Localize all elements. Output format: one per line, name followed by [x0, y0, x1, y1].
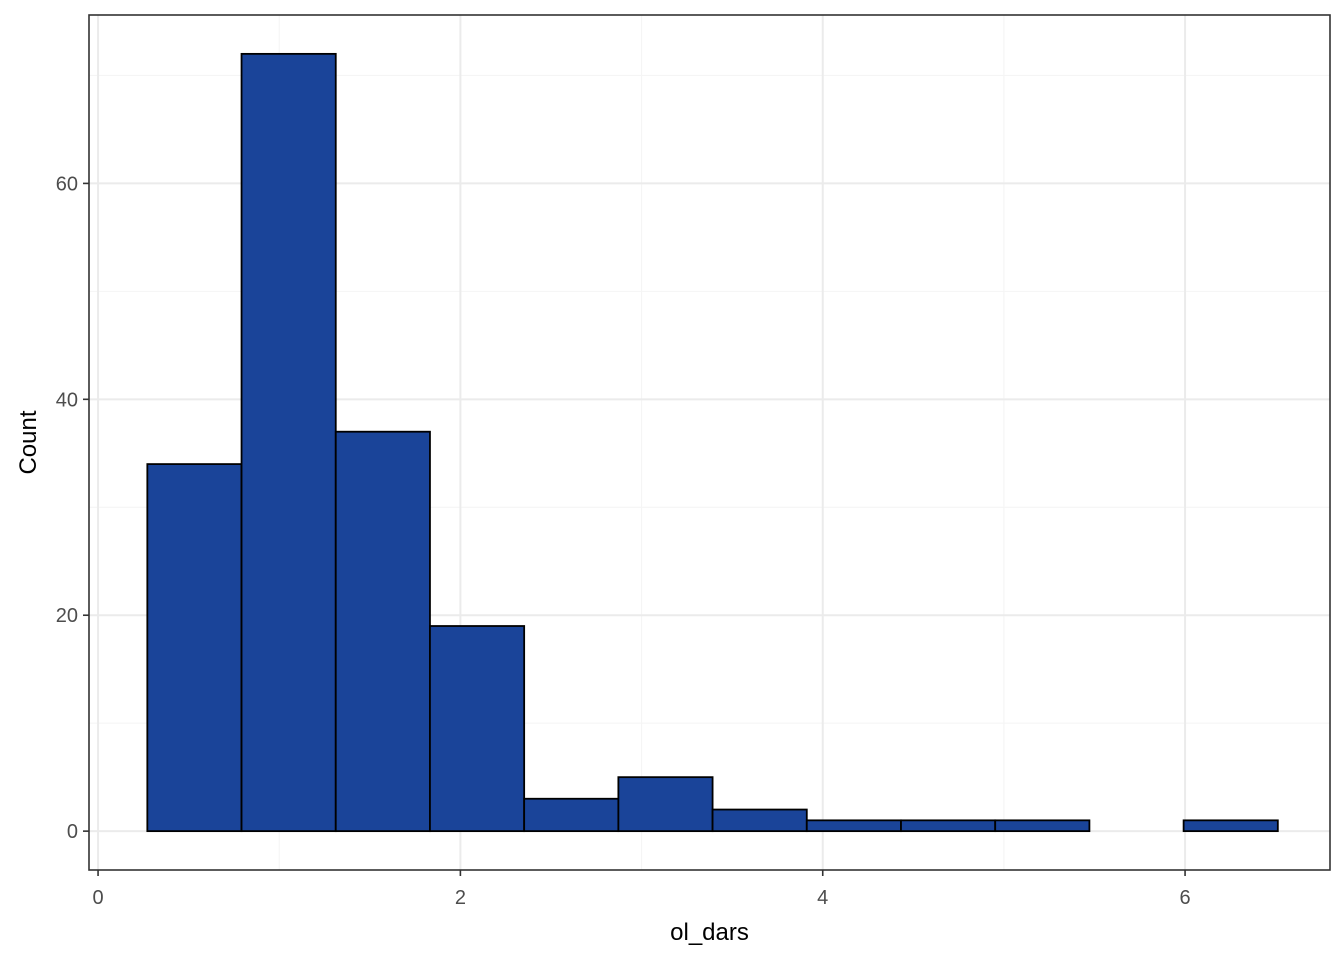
- x-tick-label: 2: [455, 887, 466, 909]
- histogram-bar-3: [334, 430, 431, 833]
- histogram-bar-4: [429, 625, 526, 833]
- y-tick-label: 20: [56, 605, 78, 627]
- histogram-bar-9: [900, 819, 997, 833]
- y-axis-title: Count: [15, 410, 42, 474]
- histogram-bar-10: [994, 819, 1091, 833]
- histogram-bar-1: [146, 463, 243, 833]
- y-tick-label: 0: [67, 821, 78, 843]
- x-axis: 0 2 4 6: [92, 870, 1191, 909]
- histogram-bars: [146, 52, 1279, 833]
- x-axis-title: ol_dars: [670, 919, 749, 946]
- histogram-bar-6: [617, 776, 714, 833]
- y-tick-label: 60: [56, 173, 78, 195]
- y-tick-label: 40: [56, 389, 78, 411]
- x-tick-label: 0: [92, 887, 103, 909]
- histogram-bar-12: [1182, 819, 1279, 833]
- histogram-bar-8: [805, 819, 902, 833]
- major-gridlines: [89, 15, 1330, 870]
- x-tick-label: 6: [1180, 887, 1191, 909]
- histogram-bar-5: [523, 797, 620, 833]
- panel-border: [88, 14, 1331, 871]
- y-axis: 0 20 40 60: [56, 173, 89, 843]
- x-tick-label: 4: [817, 887, 828, 909]
- histogram-bar-7: [711, 808, 808, 833]
- histogram-bar-2: [240, 52, 337, 833]
